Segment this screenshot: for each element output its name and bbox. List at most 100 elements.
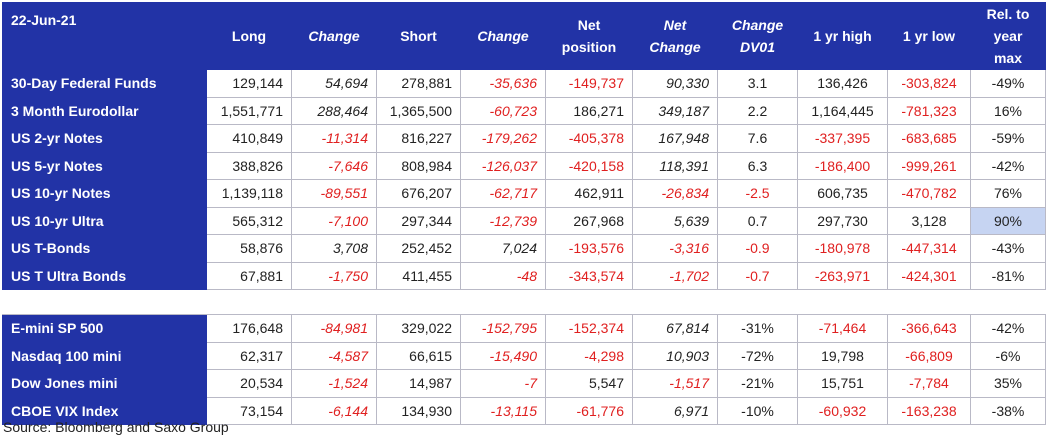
row-label: US 10-yr Ultra [2, 206, 207, 235]
cell: 14,987 [376, 369, 461, 398]
table-row: E-mini SP 500 176,648 -84,981 329,022 -152,7… [2, 314, 1046, 343]
date: 22-Jun-21 [2, 2, 207, 70]
row-label: US 2-yr Notes [2, 124, 207, 153]
cell: -2.5 [717, 179, 798, 208]
cell: -337,395 [797, 124, 888, 153]
table-row: Nasdaq 100 mini 62,317 -4,587 66,615 -15,490… [2, 341, 1046, 370]
cell: -186,400 [797, 151, 888, 180]
column-header: Net position [545, 2, 633, 70]
cell: 7,024 [460, 234, 546, 263]
cell: -4,587 [291, 341, 377, 370]
cell: 267,968 [545, 206, 633, 235]
cell: -179,262 [460, 124, 546, 153]
table-row: 30-Day Federal Funds 129,144 54,694 278,881… [2, 69, 1046, 98]
cell: -7 [460, 369, 546, 398]
cell: 167,948 [632, 124, 718, 153]
cell: -62,717 [460, 179, 546, 208]
cell: -999,261 [887, 151, 971, 180]
section-gap [2, 289, 1046, 315]
cell: 76% [970, 179, 1046, 208]
column-header: 1 yr low [887, 2, 971, 70]
cell: -126,037 [460, 151, 546, 180]
cell: 411,455 [376, 261, 461, 290]
cell: -60,723 [460, 96, 546, 125]
table-row: US T Ultra Bonds 67,881 -1,750 411,455 -48 -3… [2, 261, 1046, 290]
cell: 3,708 [291, 234, 377, 263]
cell: 388,826 [206, 151, 292, 180]
cell: -405,378 [545, 124, 633, 153]
cell: -61,776 [545, 396, 633, 425]
cell: 0.7 [717, 206, 798, 235]
table-row: Dow Jones mini 20,534 -1,524 14,987 -7 5,547-… [2, 369, 1046, 398]
cell: -470,782 [887, 179, 971, 208]
cell: 565,312 [206, 206, 292, 235]
cell: 3.1 [717, 69, 798, 98]
cell: 606,735 [797, 179, 888, 208]
source-note: Source: Bloomberg and Saxo Group [3, 419, 229, 435]
cell: 19,798 [797, 341, 888, 370]
cell: -89,551 [291, 179, 377, 208]
cell: 67,881 [206, 261, 292, 290]
cell: 54,694 [291, 69, 377, 98]
cell: 349,187 [632, 96, 718, 125]
cell: 462,911 [545, 179, 633, 208]
row-label: US T-Bonds [2, 234, 207, 263]
row-label: US T Ultra Bonds [2, 261, 207, 290]
cell: 90,330 [632, 69, 718, 98]
cell: 67,814 [632, 314, 718, 343]
cell: -7,784 [887, 369, 971, 398]
cell: -1,524 [291, 369, 377, 398]
cell: 15,751 [797, 369, 888, 398]
cell: -1,702 [632, 261, 718, 290]
cell: 278,881 [376, 69, 461, 98]
column-header: Short [376, 2, 461, 70]
column-header: Rel. to year max [970, 2, 1046, 70]
cell: 816,227 [376, 124, 461, 153]
cell: -10% [717, 396, 798, 425]
cell: 62,317 [206, 341, 292, 370]
cell: -12,739 [460, 206, 546, 235]
table-row: US 10-yr Notes 1,139,118 -89,551 676,207 -62… [2, 179, 1046, 208]
cell: 297,730 [797, 206, 888, 235]
cell: 6,971 [632, 396, 718, 425]
cell: -180,978 [797, 234, 888, 263]
gap-cell [2, 289, 1046, 315]
cell: -11,314 [291, 124, 377, 153]
cell: 73,154 [206, 396, 292, 425]
cell: -447,314 [887, 234, 971, 263]
cell: 1,551,771 [206, 96, 292, 125]
row-label: E-mini SP 500 [2, 314, 207, 343]
column-header: Net Change [632, 2, 718, 70]
cell: 16% [970, 96, 1046, 125]
cell: -4,298 [545, 341, 633, 370]
cell: -6% [970, 341, 1046, 370]
row-label: 3 Month Eurodollar [2, 96, 207, 125]
cot-table: 22-Jun-21 Long Change Short Change Net posit… [2, 2, 1046, 425]
cell: -15,490 [460, 341, 546, 370]
cell: -59% [970, 124, 1046, 153]
cell: -60,932 [797, 396, 888, 425]
cell: 7.6 [717, 124, 798, 153]
cell: -66,809 [887, 341, 971, 370]
cell: -193,576 [545, 234, 633, 263]
row-label: US 10-yr Notes [2, 179, 207, 208]
column-header: Change DV01 [717, 2, 798, 70]
cell: 134,930 [376, 396, 461, 425]
cell: -149,737 [545, 69, 633, 98]
row-label: US 5-yr Notes [2, 151, 207, 180]
table-row: US T-Bonds 58,876 3,708 252,452 7,024 -193,57… [2, 234, 1046, 263]
cell: 58,876 [206, 234, 292, 263]
cell: 20,534 [206, 369, 292, 398]
cell: 676,207 [376, 179, 461, 208]
header-row: 22-Jun-21 Long Change Short Change Net posit… [2, 2, 1046, 70]
cell: -81% [970, 261, 1046, 290]
cell: 2.2 [717, 96, 798, 125]
table-row: US 5-yr Notes 388,826 -7,646 808,984 -126,03… [2, 151, 1046, 180]
cell: 288,464 [291, 96, 377, 125]
row-label: Nasdaq 100 mini [2, 341, 207, 370]
cell: -3,316 [632, 234, 718, 263]
cell: -71,464 [797, 314, 888, 343]
cell: -424,301 [887, 261, 971, 290]
cell: 5,547 [545, 369, 633, 398]
